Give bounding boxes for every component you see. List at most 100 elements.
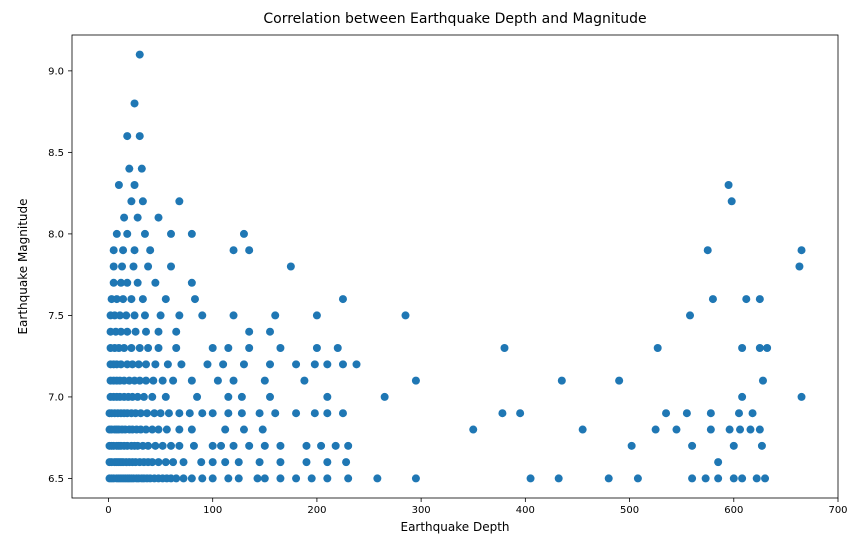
data-point [127, 295, 135, 303]
data-point [230, 442, 238, 450]
data-point [527, 474, 535, 482]
data-point [118, 263, 126, 271]
data-point [123, 132, 131, 140]
data-point [302, 458, 310, 466]
data-point [203, 360, 211, 368]
data-point [129, 263, 137, 271]
data-point [271, 409, 279, 417]
data-point [688, 474, 696, 482]
data-point [193, 393, 201, 401]
data-point [323, 393, 331, 401]
data-point [725, 181, 733, 189]
data-point [339, 360, 347, 368]
data-point [726, 426, 734, 434]
data-point [155, 426, 163, 434]
data-point [276, 474, 284, 482]
data-point [110, 263, 118, 271]
data-point [134, 214, 142, 222]
data-point [276, 442, 284, 450]
data-point [219, 360, 227, 368]
data-point [175, 311, 183, 319]
data-point [144, 263, 152, 271]
data-point [579, 426, 587, 434]
data-point [162, 393, 170, 401]
data-point [119, 295, 127, 303]
data-point [209, 409, 217, 417]
y-tick-label: 9.0 [48, 66, 64, 77]
x-tick-label: 100 [203, 505, 222, 516]
data-point [276, 344, 284, 352]
data-point [469, 426, 477, 434]
data-point [221, 426, 229, 434]
data-point [188, 377, 196, 385]
data-point [323, 409, 331, 417]
data-point [261, 442, 269, 450]
data-point [738, 474, 746, 482]
data-point [144, 344, 152, 352]
data-point [742, 295, 750, 303]
data-point [230, 246, 238, 254]
data-point [707, 409, 715, 417]
data-point [157, 311, 165, 319]
data-point [235, 458, 243, 466]
data-point [702, 474, 710, 482]
data-point [217, 442, 225, 450]
data-point [224, 409, 232, 417]
data-point [162, 458, 170, 466]
data-point [736, 426, 744, 434]
data-point [198, 409, 206, 417]
data-point [159, 442, 167, 450]
x-tick-label: 600 [724, 505, 743, 516]
data-point [308, 474, 316, 482]
data-point [155, 344, 163, 352]
data-point [146, 246, 154, 254]
data-point [167, 263, 175, 271]
data-point [122, 311, 130, 319]
data-point [654, 344, 662, 352]
data-point [230, 377, 238, 385]
data-point [763, 344, 771, 352]
data-point [259, 426, 267, 434]
data-point [332, 442, 340, 450]
data-point [188, 230, 196, 238]
data-point [730, 474, 738, 482]
data-point [339, 409, 347, 417]
data-point [686, 311, 694, 319]
data-point [254, 474, 262, 482]
y-axis-label: Earthquake Magnitude [16, 198, 30, 334]
data-point [735, 409, 743, 417]
data-point [756, 295, 764, 303]
data-point [256, 409, 264, 417]
data-point [123, 279, 131, 287]
data-point [221, 458, 229, 466]
data-point [169, 377, 177, 385]
data-point [209, 344, 217, 352]
data-point [167, 442, 175, 450]
x-ticks: 0100200300400500600700 [105, 498, 847, 516]
y-tick-label: 7.0 [48, 392, 64, 403]
chart-title: Correlation between Earthquake Depth and… [263, 11, 646, 27]
data-point [151, 279, 159, 287]
data-point [188, 279, 196, 287]
data-point [175, 409, 183, 417]
data-point [238, 393, 246, 401]
data-point [261, 474, 269, 482]
data-point [266, 328, 274, 336]
data-point [123, 230, 131, 238]
data-point [224, 474, 232, 482]
x-axis-label: Earthquake Depth [400, 520, 509, 534]
data-point [501, 344, 509, 352]
data-point [738, 344, 746, 352]
x-tick-label: 400 [516, 505, 535, 516]
x-tick-label: 300 [412, 505, 431, 516]
data-point [165, 409, 173, 417]
data-point [373, 474, 381, 482]
data-point [131, 181, 139, 189]
data-point [113, 230, 121, 238]
data-point [555, 474, 563, 482]
data-point [245, 246, 253, 254]
data-point [141, 311, 149, 319]
data-point [240, 230, 248, 238]
data-point [139, 197, 147, 205]
data-point [714, 474, 722, 482]
